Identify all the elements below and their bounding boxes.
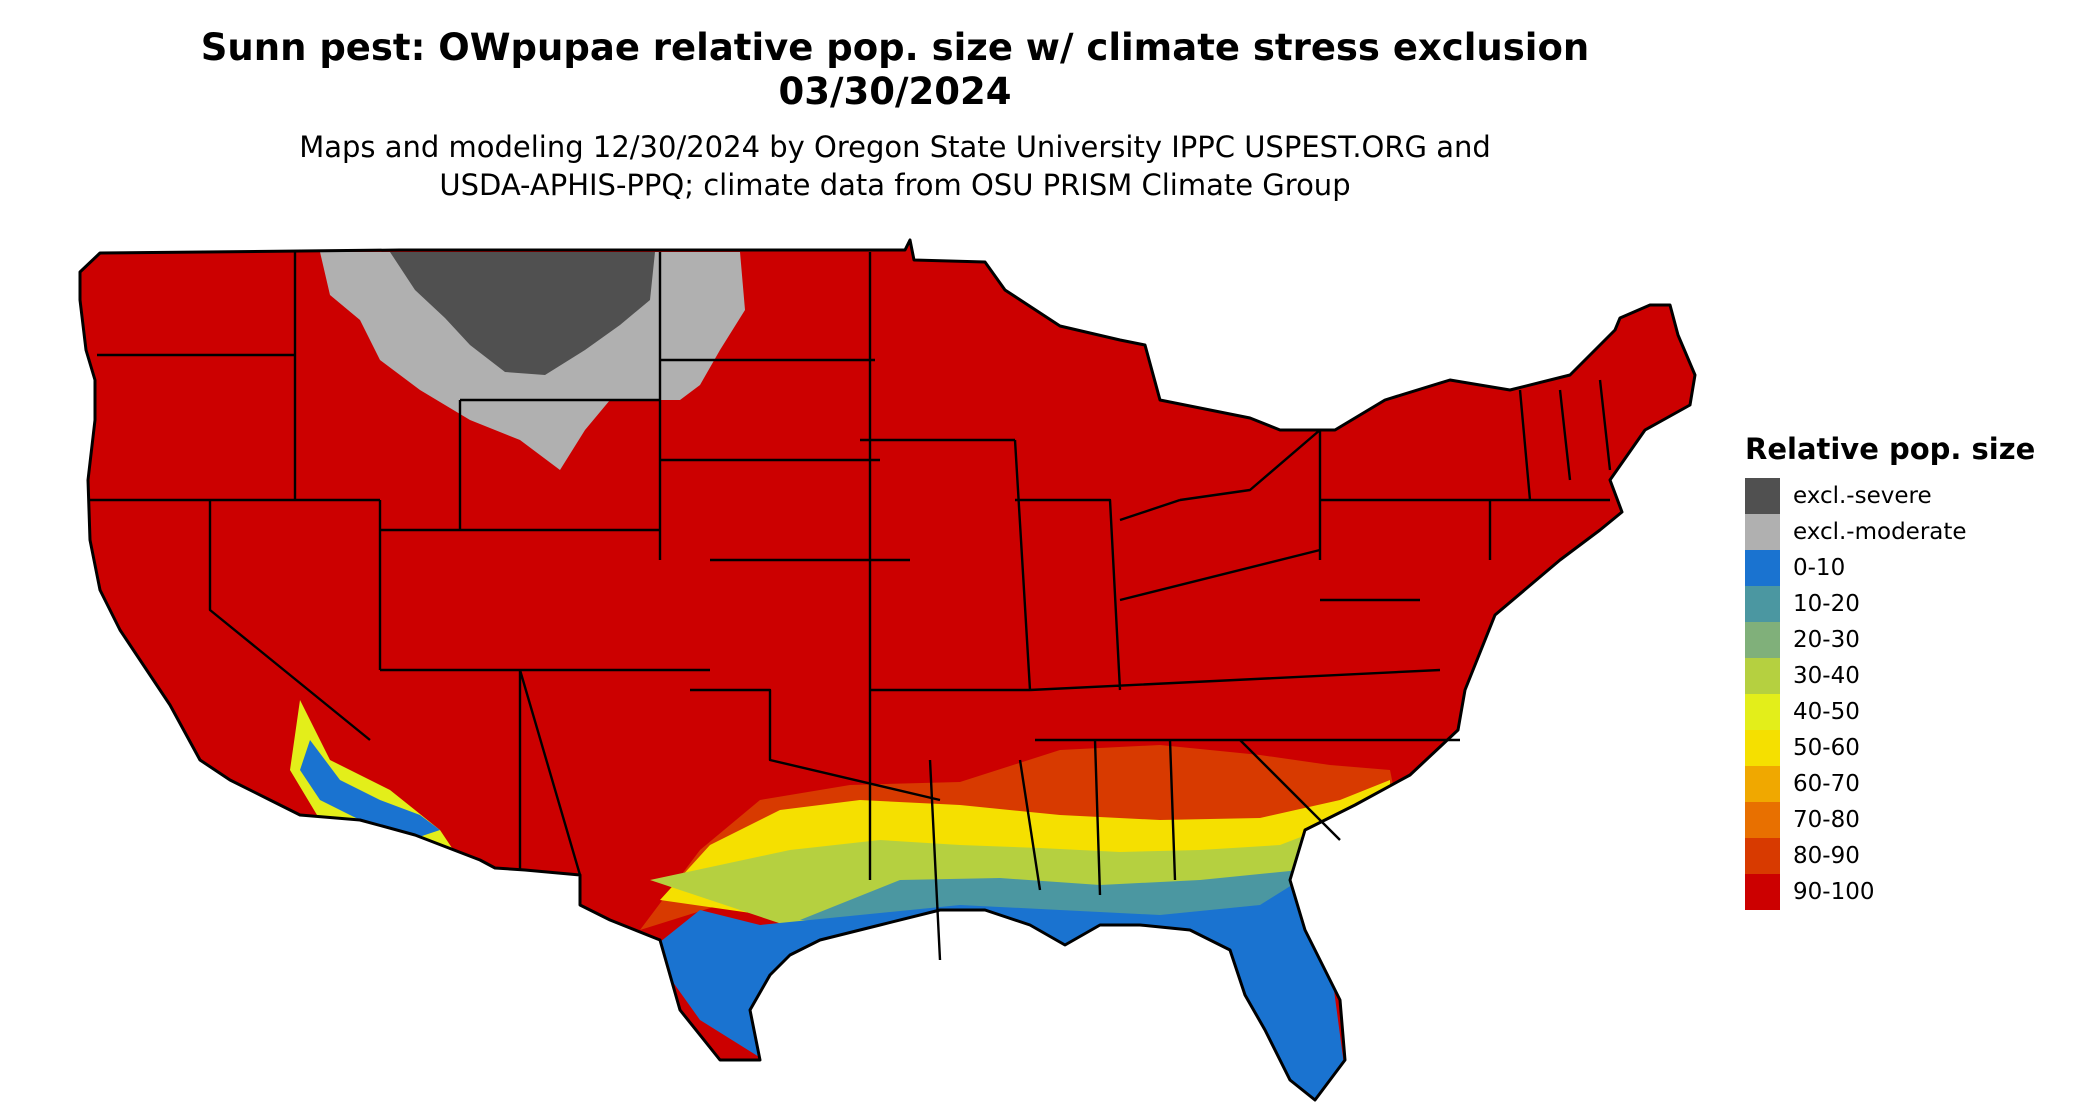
legend-label: 20-30	[1793, 627, 1860, 653]
legend-item: 70-80	[1745, 802, 2035, 838]
legend-item: 0-10	[1745, 550, 2035, 586]
legend-label: 10-20	[1793, 591, 1860, 617]
legend-swatch	[1745, 874, 1780, 910]
state-borders	[90, 252, 1612, 961]
legend-label: 80-90	[1793, 843, 1860, 869]
legend-item: 50-60	[1745, 730, 2035, 766]
legend-item: 80-90	[1745, 838, 2035, 874]
legend-item: 20-30	[1745, 622, 2035, 658]
legend-label: 0-10	[1793, 555, 1846, 581]
legend-swatch	[1745, 766, 1780, 802]
legend-item: 60-70	[1745, 766, 2035, 802]
legend-swatch	[1745, 802, 1780, 838]
map-title: Sunn pest: OWpupae relative pop. size w/…	[200, 26, 1590, 69]
legend-label: 90-100	[1793, 879, 1875, 905]
map-subtitle-line-2: USDA-APHIS-PPQ; climate data from OSU PR…	[439, 168, 1351, 202]
legend-swatch	[1745, 694, 1780, 730]
region-0-10-southwest	[300, 740, 440, 840]
legend-swatch	[1745, 730, 1780, 766]
map-date: 03/30/2024	[778, 70, 1012, 113]
legend-item: excl.-severe	[1745, 478, 2035, 514]
legend-label: excl.-severe	[1793, 483, 1932, 509]
legend-label: 40-50	[1793, 699, 1860, 725]
excl-severe-region	[390, 252, 655, 375]
legend-item: 10-20	[1745, 586, 2035, 622]
legend-item: excl.-moderate	[1745, 514, 2035, 550]
legend-swatch	[1745, 478, 1780, 514]
legend-label: 70-80	[1793, 807, 1860, 833]
us-outline	[78, 238, 1697, 1102]
legend-items: excl.-severe excl.-moderate 0-10 10-20 20-30…	[1745, 478, 2035, 910]
legend-title: Relative pop. size	[1745, 432, 2036, 466]
legend-item: 40-50	[1745, 694, 2035, 730]
legend-label: excl.-moderate	[1793, 519, 1967, 545]
legend: Relative pop. size excl.-severe excl.-mod…	[1745, 432, 2035, 910]
legend-label: 30-40	[1793, 663, 1860, 689]
legend-label: 60-70	[1793, 771, 1860, 797]
legend-item: 90-100	[1745, 874, 2035, 910]
map-subtitle-line-1: Maps and modeling 12/30/2024 by Oregon S…	[299, 130, 1491, 164]
legend-swatch	[1745, 622, 1780, 658]
legend-item: 30-40	[1745, 658, 2035, 694]
legend-swatch	[1745, 838, 1780, 874]
legend-swatch	[1745, 586, 1780, 622]
legend-swatch	[1745, 550, 1780, 586]
us-map	[78, 238, 1697, 1102]
legend-swatch	[1745, 514, 1780, 550]
map-fill-90-100	[80, 240, 1695, 1100]
legend-label: 50-60	[1793, 735, 1860, 761]
legend-swatch	[1745, 658, 1780, 694]
